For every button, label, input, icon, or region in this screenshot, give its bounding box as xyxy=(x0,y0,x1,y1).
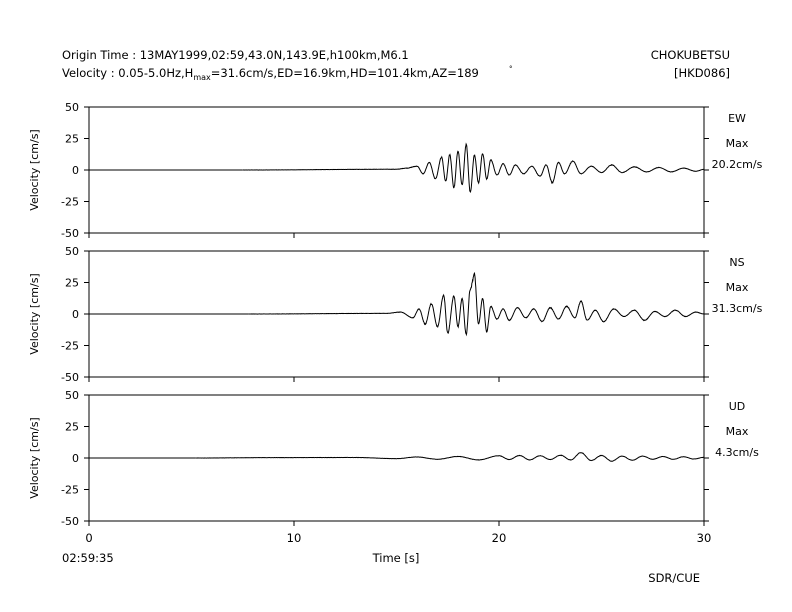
y-axis-label: Velocity [cm/s] xyxy=(28,273,41,354)
waveform-ud xyxy=(195,452,705,462)
velocity-info-line: Velocity : 0.05-5.0Hz,Hmax=31.6cm/s,ED=1… xyxy=(62,66,479,82)
x-axis-ticks: 0 10 20 30 xyxy=(85,531,711,545)
y-tick-label: 50 xyxy=(65,101,79,114)
y-tick-label: 50 xyxy=(65,245,79,258)
origin-time-line: Origin Time : 13MAY1999,02:59,43.0N,143.… xyxy=(62,48,409,62)
y-tick-label: 25 xyxy=(65,133,79,146)
y-tick-label: -50 xyxy=(61,515,79,528)
y-tick-label: -50 xyxy=(61,371,79,384)
waveform-ew xyxy=(242,142,705,193)
y-tick-label: 0 xyxy=(72,452,79,465)
y-tick-label: 25 xyxy=(65,277,79,290)
velocity-prefix: Velocity : 0.05-5.0Hz,H xyxy=(62,66,193,80)
degree-mark: ° xyxy=(509,65,513,73)
y-tick-label: 0 xyxy=(72,308,79,321)
start-time-label: 02:59:35 xyxy=(62,551,114,565)
max-value-label: 4.3cm/s xyxy=(715,446,759,459)
component-label: UD xyxy=(729,400,746,413)
x-tick-label: 0 xyxy=(85,531,92,545)
x-tick-label: 10 xyxy=(287,531,302,545)
max-label: Max xyxy=(726,281,749,294)
y-axis-label: Velocity [cm/s] xyxy=(28,129,41,210)
panel-ud: 50 25 0 -25 -50 Velocity [cm/s] UD Max 4.3cm/s xyxy=(28,389,759,528)
y-tick-label: -25 xyxy=(61,196,79,209)
y-tick-label: 25 xyxy=(65,421,79,434)
x-axis-label: Time [s] xyxy=(372,551,420,565)
y-tick-label: -25 xyxy=(61,484,79,497)
velocity-suffix: =31.6cm/s,ED=16.9km,HD=101.4km,AZ=189 xyxy=(211,66,479,80)
y-tick-label: 50 xyxy=(65,389,79,402)
y-tick-label: 0 xyxy=(72,164,79,177)
y-tick-label: -50 xyxy=(61,227,79,240)
x-tick-label: 20 xyxy=(492,531,507,545)
x-tick-label: 30 xyxy=(697,531,712,545)
max-label: Max xyxy=(726,425,749,438)
component-label: NS xyxy=(729,256,744,269)
panel-ns: 50 25 0 -25 -50 Velocity [cm/s] NS Max 31.3cm/s xyxy=(28,245,763,384)
waveform-ns xyxy=(248,271,705,337)
velocity-subscript: max xyxy=(193,73,211,82)
y-tick-label: -25 xyxy=(61,340,79,353)
max-label: Max xyxy=(726,137,749,150)
station-code: [HKD086] xyxy=(674,66,730,80)
credit-label: SDR/CUE xyxy=(648,571,700,585)
station-name: CHOKUBETSU xyxy=(651,48,730,62)
component-label: EW xyxy=(728,112,746,125)
max-value-label: 20.2cm/s xyxy=(712,158,763,171)
y-axis-label: Velocity [cm/s] xyxy=(28,417,41,498)
panel-ew: 50 25 0 -25 -50 Velocity [cm/s] EW Max 20.2cm/s xyxy=(28,101,763,240)
max-value-label: 31.3cm/s xyxy=(712,302,763,315)
